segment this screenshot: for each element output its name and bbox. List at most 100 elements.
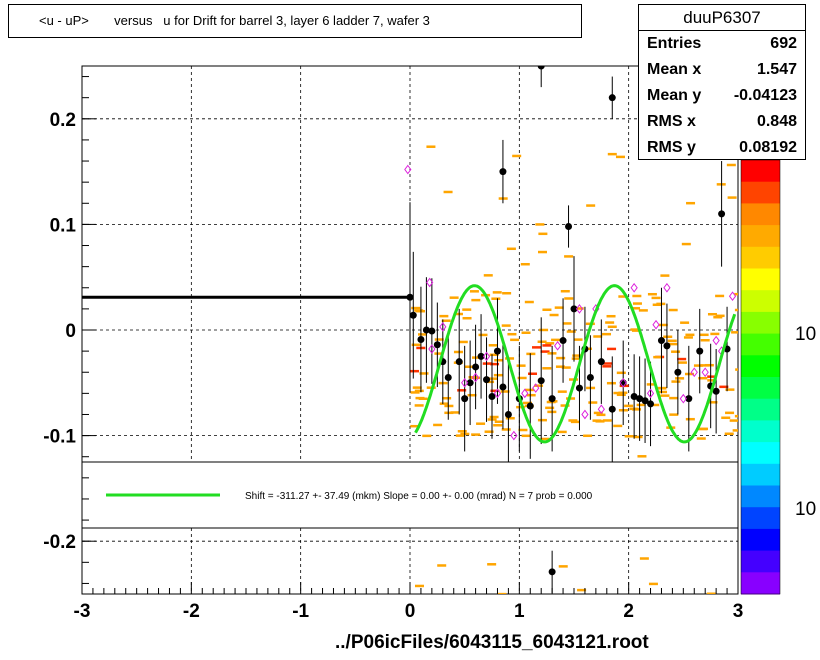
- histogram-bin: [534, 384, 544, 387]
- profile-marker: [537, 66, 545, 70]
- histogram-bin: [500, 390, 510, 393]
- fit-curve: [414, 284, 737, 444]
- palette-cell: [741, 246, 780, 269]
- palette-cell: [741, 442, 780, 465]
- palette-cell: [741, 398, 780, 421]
- profile-point: [428, 278, 436, 384]
- profile-point: [504, 361, 512, 468]
- histogram-bin: [669, 396, 679, 400]
- histogram-bin: [412, 386, 422, 389]
- hollow-marker: [690, 367, 698, 378]
- histogram-bin: [551, 338, 561, 342]
- histogram-bin: [414, 389, 424, 393]
- palette-cell: [741, 485, 780, 508]
- histogram-bin: [613, 424, 623, 428]
- histogram-bin: [441, 319, 451, 322]
- profile-marker: [657, 337, 665, 345]
- histogram-bin: [693, 364, 703, 367]
- histogram-bin: [572, 354, 582, 357]
- histogram-bin: [725, 411, 735, 415]
- histogram-bin: [602, 365, 612, 368]
- histogram-bin: [566, 330, 576, 333]
- profile-marker: [636, 395, 644, 403]
- profile-point: [565, 205, 573, 248]
- profile-marker: [428, 327, 436, 335]
- histogram-bin: [607, 325, 617, 329]
- histogram-bin: [636, 403, 646, 407]
- profile-point: [597, 319, 605, 404]
- stats-label: RMS x: [647, 113, 696, 130]
- histogram-bin: [639, 557, 649, 560]
- histogram-bin: [555, 365, 565, 368]
- profile-point: [444, 335, 452, 420]
- histogram-bin: [518, 428, 528, 432]
- profile-marker: [499, 383, 507, 391]
- histogram-bin: [426, 145, 436, 148]
- hollow-marker: [663, 282, 671, 293]
- histogram-bin: [606, 314, 616, 318]
- palette-cell: [741, 507, 780, 530]
- profile-point: [499, 139, 507, 204]
- histogram-bin: [489, 415, 499, 419]
- histogram-bin: [471, 298, 481, 302]
- histogram-bin: [418, 333, 428, 336]
- histogram-bin: [542, 308, 552, 312]
- histogram-bin: [482, 362, 492, 365]
- histogram-bin: [603, 362, 613, 365]
- histogram-bin: [700, 339, 710, 342]
- stats-box: duuP6307 Entries 692 Mean x 1.547 Mean y…: [638, 4, 806, 160]
- profile-point: [641, 358, 649, 443]
- histogram-bin: [464, 365, 474, 368]
- palette-cell: [741, 311, 780, 335]
- histogram-bin: [443, 190, 453, 194]
- histogram-bin: [731, 331, 738, 334]
- profile-point: [417, 286, 425, 393]
- profile-point: [461, 345, 469, 452]
- hollow-marker: [728, 291, 737, 302]
- histogram-bin: [419, 372, 429, 375]
- stats-row-mean-x: Mean x 1.547: [639, 57, 805, 83]
- profile-point: [630, 354, 638, 439]
- hollow-marker: [510, 430, 518, 441]
- histogram-bin: [542, 367, 552, 370]
- profile-marker: [422, 326, 430, 334]
- histogram-bin: [422, 434, 432, 438]
- histogram-bin: [735, 368, 738, 371]
- y-tick-label: -0.1: [43, 427, 76, 448]
- histogram-bin: [537, 250, 547, 254]
- histogram-bin: [713, 315, 723, 319]
- histogram-bin: [540, 350, 550, 353]
- histogram-bin: [410, 391, 420, 394]
- histogram-bin: [677, 357, 687, 361]
- histogram-bin: [686, 201, 696, 205]
- hollow-marker: [426, 277, 434, 288]
- histogram-bin: [512, 154, 522, 158]
- histogram-bin: [561, 366, 571, 369]
- histogram-bin: [411, 306, 421, 310]
- histogram-bin: [450, 411, 460, 414]
- histogram-bin: [698, 427, 708, 431]
- histogram-bin: [685, 333, 695, 337]
- hollow-marker: [553, 341, 562, 351]
- stats-name: duuP6307: [639, 5, 805, 31]
- profile-point: [608, 356, 616, 462]
- x-tick-label: -2: [183, 601, 200, 622]
- profile-point: [548, 550, 556, 593]
- stats-row-rms-y: RMS y 0.08192: [639, 135, 805, 161]
- profile-marker: [461, 395, 469, 403]
- histogram-bin: [478, 333, 488, 337]
- histogram-bin: [506, 247, 516, 251]
- histogram-bin: [560, 404, 570, 407]
- hollow-marker: [679, 393, 687, 404]
- profile-point: [674, 330, 682, 415]
- profile-marker: [608, 94, 616, 102]
- hollow-points: [404, 164, 737, 441]
- histogram-bin: [522, 401, 532, 405]
- histogram-bin: [671, 380, 681, 383]
- palette-cell: [741, 160, 780, 183]
- histogram-bin: [607, 347, 617, 351]
- profile-marker: [565, 223, 573, 231]
- palette-cell: [741, 290, 780, 313]
- histogram-bin: [410, 369, 420, 373]
